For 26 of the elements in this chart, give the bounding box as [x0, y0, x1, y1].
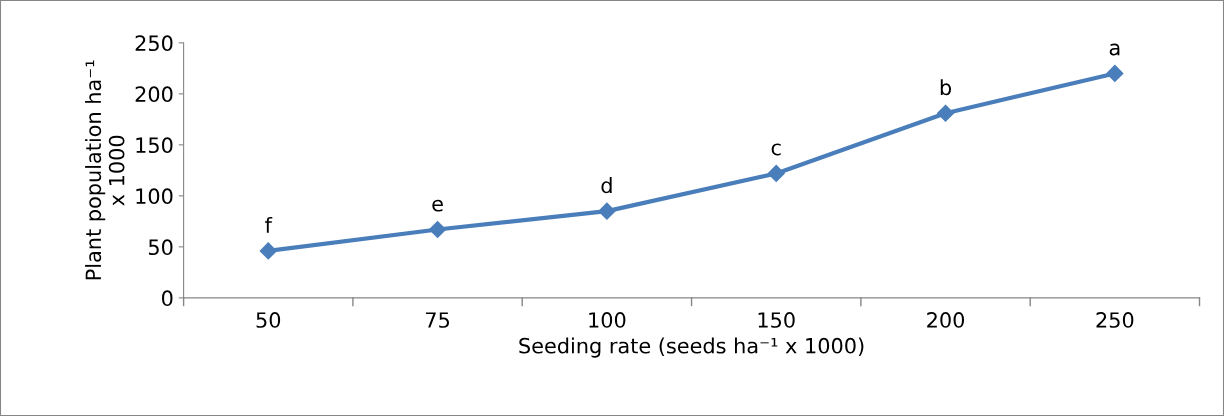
y-tick-label: 250	[135, 35, 173, 52]
point	[259, 242, 277, 260]
annotation: b	[940, 79, 952, 96]
point	[429, 220, 447, 239]
y-axis-title: Plant population ha⁻¹ x 1000	[85, 60, 125, 280]
point	[598, 202, 616, 220]
x-tick-label: 150	[758, 312, 795, 328]
point	[767, 164, 785, 182]
x-tick-label: 250	[1096, 312, 1134, 328]
annotation: d	[601, 177, 612, 194]
point	[936, 104, 955, 122]
x-axis-title: Seeding rate (seeds ha⁻¹ x 1000)	[519, 337, 864, 358]
y-tick-label: 0	[162, 290, 173, 307]
y-tick-label: 150	[136, 137, 173, 154]
annotation: a	[1109, 43, 1120, 56]
x-tick-label: 100	[589, 312, 626, 328]
y-tick-label: 100	[136, 188, 173, 205]
annotation: c	[771, 143, 781, 156]
x-tick-label: 75	[426, 312, 450, 328]
annotation: e	[432, 199, 443, 212]
y-tick-label: 200	[135, 86, 173, 103]
annotation: f	[265, 216, 273, 233]
point	[1106, 64, 1124, 83]
x-tick-label: 200	[927, 312, 965, 328]
y-tick-label: 50	[148, 239, 173, 256]
x-tick-label: 50	[256, 312, 281, 328]
